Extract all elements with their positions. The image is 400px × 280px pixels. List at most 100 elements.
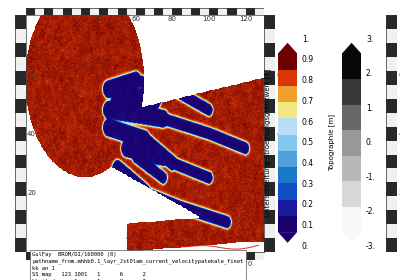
Bar xyxy=(386,182,397,196)
Bar xyxy=(136,8,145,15)
Bar xyxy=(386,71,397,85)
Bar xyxy=(15,43,26,57)
Text: 0.7: 0.7 xyxy=(302,97,314,106)
Bar xyxy=(236,8,246,15)
Text: 20: 20 xyxy=(27,190,36,196)
Bar xyxy=(15,29,26,43)
Bar xyxy=(278,216,297,232)
Bar xyxy=(15,113,26,127)
Bar xyxy=(145,8,154,15)
Bar xyxy=(15,15,26,29)
Bar xyxy=(386,238,397,252)
Text: 120: 120 xyxy=(239,261,252,267)
Text: 2.: 2. xyxy=(366,69,373,78)
Bar xyxy=(278,86,297,102)
Text: 60: 60 xyxy=(27,72,36,78)
Text: 120: 120 xyxy=(239,16,252,22)
Bar xyxy=(44,8,54,15)
Bar xyxy=(15,127,26,141)
Polygon shape xyxy=(278,232,297,243)
Bar xyxy=(191,252,200,260)
Bar xyxy=(108,8,118,15)
Bar xyxy=(227,8,236,15)
Bar xyxy=(264,155,275,169)
Bar xyxy=(278,102,297,118)
Bar xyxy=(264,141,275,155)
Bar xyxy=(386,141,397,155)
Bar xyxy=(264,210,275,224)
Bar xyxy=(342,207,361,232)
Bar xyxy=(15,196,26,210)
Bar xyxy=(342,130,361,156)
Bar xyxy=(264,169,275,182)
Bar xyxy=(26,8,35,15)
Text: 80: 80 xyxy=(168,261,177,267)
Bar xyxy=(15,85,26,99)
Bar xyxy=(278,151,297,167)
Bar xyxy=(386,29,397,43)
Bar xyxy=(35,8,44,15)
Bar xyxy=(118,8,127,15)
Bar xyxy=(15,238,26,252)
Bar xyxy=(15,169,26,182)
Bar xyxy=(278,70,297,86)
Bar xyxy=(118,252,127,260)
Text: 40: 40 xyxy=(398,131,400,137)
Bar xyxy=(264,182,275,196)
Bar xyxy=(63,8,72,15)
Bar xyxy=(99,8,108,15)
Text: 100: 100 xyxy=(202,261,216,267)
Bar xyxy=(81,8,90,15)
Text: 0.: 0. xyxy=(366,138,373,147)
Text: 0.4: 0.4 xyxy=(302,159,314,168)
Bar xyxy=(342,181,361,207)
Text: 0.6: 0.6 xyxy=(302,118,314,127)
Bar xyxy=(342,53,361,79)
Bar xyxy=(227,252,236,260)
Bar xyxy=(81,252,90,260)
Bar xyxy=(172,252,182,260)
Bar xyxy=(63,252,72,260)
Bar xyxy=(386,113,397,127)
Bar xyxy=(218,252,227,260)
Bar xyxy=(209,8,218,15)
Bar xyxy=(386,99,397,113)
Text: 1.: 1. xyxy=(302,35,309,44)
Bar xyxy=(278,118,297,135)
Bar xyxy=(264,127,275,141)
Text: 100: 100 xyxy=(202,16,216,22)
Bar xyxy=(342,79,361,104)
Bar xyxy=(264,196,275,210)
Bar xyxy=(386,57,397,71)
Bar xyxy=(108,252,118,260)
Bar xyxy=(54,8,63,15)
Text: 0.1: 0.1 xyxy=(302,221,314,230)
Bar xyxy=(54,252,63,260)
Bar xyxy=(154,8,163,15)
Bar xyxy=(127,252,136,260)
Bar xyxy=(386,127,397,141)
Text: 20: 20 xyxy=(276,190,285,196)
Bar xyxy=(15,141,26,155)
Bar xyxy=(264,224,275,238)
Bar xyxy=(200,252,209,260)
Text: 40: 40 xyxy=(95,261,104,267)
Bar xyxy=(264,29,275,43)
Bar xyxy=(218,8,227,15)
Bar xyxy=(15,182,26,196)
Bar xyxy=(182,252,191,260)
Text: 60: 60 xyxy=(398,72,400,78)
Bar xyxy=(163,8,172,15)
Bar xyxy=(200,8,209,15)
Bar xyxy=(145,252,154,260)
Bar xyxy=(154,252,163,260)
Text: 0.9: 0.9 xyxy=(302,55,314,64)
Text: 0.2: 0.2 xyxy=(302,200,314,209)
Bar xyxy=(15,155,26,169)
Polygon shape xyxy=(342,43,361,53)
Bar xyxy=(386,155,397,169)
Bar xyxy=(72,252,81,260)
Bar xyxy=(386,224,397,238)
Bar xyxy=(264,85,275,99)
Text: 60: 60 xyxy=(276,72,285,78)
